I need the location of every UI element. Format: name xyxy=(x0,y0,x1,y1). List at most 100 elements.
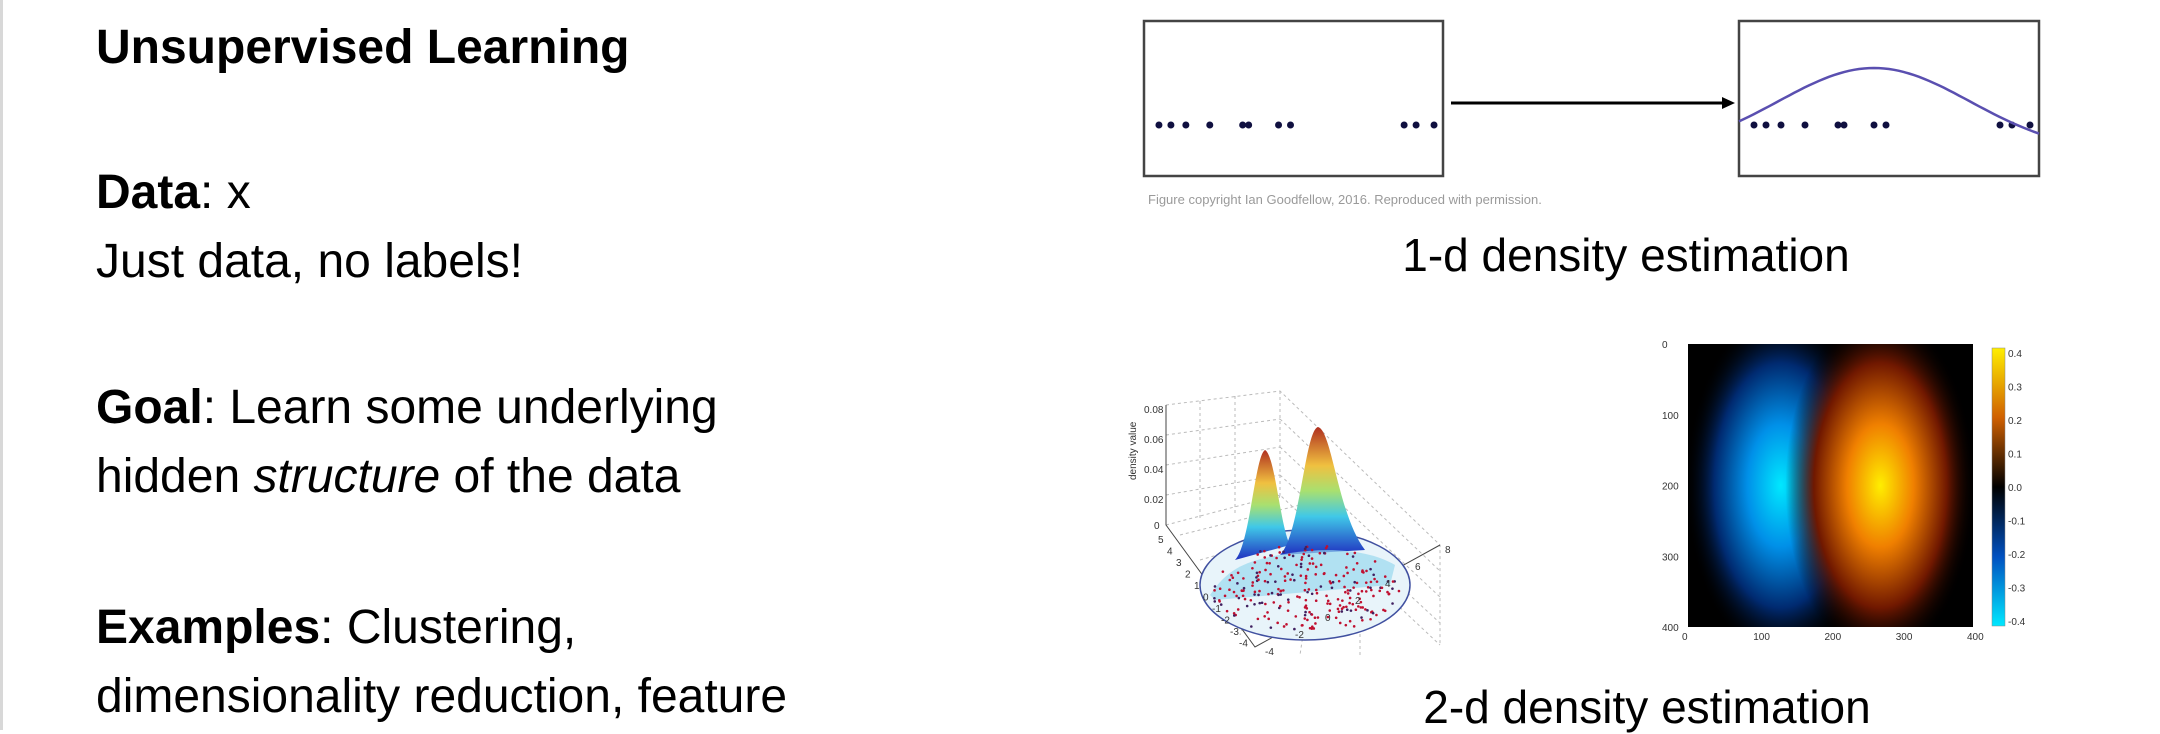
sample-point xyxy=(1391,602,1394,605)
sample-point xyxy=(1253,561,1257,564)
sample-point xyxy=(1353,580,1357,584)
sample-point xyxy=(1270,591,1274,595)
caption-2d: 2-d density estimation xyxy=(1423,681,1871,733)
sample-point xyxy=(1380,586,1384,590)
sample-point xyxy=(1279,589,1282,593)
sample-point xyxy=(1283,579,1287,583)
sample-point xyxy=(1318,551,1322,555)
y-tick: 3 xyxy=(1176,558,1182,569)
sample-point xyxy=(1255,571,1259,575)
sample-point xyxy=(1264,602,1267,606)
data-point xyxy=(1155,121,1163,129)
sample-point xyxy=(1323,572,1326,575)
sample-point xyxy=(1345,608,1349,612)
sample-point xyxy=(1360,616,1363,619)
sample-point xyxy=(1299,574,1303,577)
sample-point xyxy=(1304,598,1308,602)
data-label: Data xyxy=(96,166,201,219)
colorbar-tick: 0.2 xyxy=(2008,416,2022,427)
sample-point xyxy=(1253,603,1256,606)
sample-point xyxy=(1371,611,1375,615)
sample-point xyxy=(1231,576,1235,580)
sample-point xyxy=(1329,581,1333,585)
sample-point xyxy=(1300,624,1304,627)
y-tick: 200 xyxy=(1662,482,1679,493)
sample-point xyxy=(1251,584,1254,587)
sample-point xyxy=(1336,597,1340,601)
data-note: Just data, no labels! xyxy=(96,235,523,288)
y-tick: -2 xyxy=(1221,616,1230,627)
y-tick: 0 xyxy=(1662,340,1668,351)
sample-point xyxy=(1269,572,1272,576)
data-point xyxy=(1430,121,1438,129)
sample-point xyxy=(1242,586,1246,590)
sample-point xyxy=(1306,568,1310,571)
sample-point xyxy=(1310,613,1314,616)
sample-point xyxy=(1293,578,1296,582)
colorbar-tick: 0.4 xyxy=(2008,349,2022,360)
sample-point xyxy=(1232,611,1236,615)
z-tick: 0.02 xyxy=(1144,495,1164,506)
sample-point xyxy=(1283,575,1287,578)
x-tick: -2 xyxy=(1295,630,1304,641)
sample-point xyxy=(1348,601,1351,605)
sample-point xyxy=(1213,596,1216,600)
sample-point xyxy=(1251,581,1255,584)
data-point xyxy=(1870,121,1878,129)
sample-point xyxy=(1275,556,1278,560)
data-point xyxy=(1996,121,2004,129)
data-point xyxy=(1882,121,1890,129)
sample-point xyxy=(1331,580,1335,584)
sample-point xyxy=(1277,545,1281,549)
sample-point xyxy=(1312,627,1316,630)
sample-point xyxy=(1366,585,1370,589)
goal-text-2c: of the data xyxy=(440,450,681,503)
sample-point xyxy=(1303,606,1307,609)
sample-point xyxy=(1336,607,1340,611)
sample-point xyxy=(1258,601,1262,605)
examples-line-2: dimensionality reduction, feature xyxy=(96,670,788,723)
x-tick: 100 xyxy=(1753,632,1770,643)
sample-point xyxy=(1386,580,1390,583)
sample-point xyxy=(1250,625,1253,628)
sample-point xyxy=(1235,594,1238,598)
sample-point xyxy=(1265,561,1269,565)
data-point xyxy=(1801,121,1809,129)
sample-point xyxy=(1299,565,1303,569)
sample-point xyxy=(1314,599,1318,603)
sample-point xyxy=(1355,581,1359,585)
ridge xyxy=(1210,550,1395,600)
sample-point xyxy=(1268,561,1271,565)
sample-point xyxy=(1313,616,1317,620)
sample-point xyxy=(1341,599,1344,602)
sample-point xyxy=(1277,587,1280,591)
sample-point xyxy=(1282,625,1286,628)
y-tick: -1 xyxy=(1212,604,1221,615)
data-point xyxy=(1412,121,1420,129)
sample-point xyxy=(1223,594,1227,598)
surface-3d-plot: 0.08 0.06 0.04 0.02 0 density value 5432… xyxy=(1128,390,1451,658)
sample-point xyxy=(1340,610,1344,613)
sample-point xyxy=(1370,588,1373,592)
sample-point xyxy=(1354,608,1358,611)
heatmap-plot: 0 100 200 300 40001002003004000.40.30.20.10.… xyxy=(1662,340,2026,643)
peak-right xyxy=(1280,427,1365,555)
x-tick: 0 xyxy=(1682,632,1688,643)
sample-point xyxy=(1345,605,1348,609)
x-tick: 8 xyxy=(1445,545,1451,556)
sample-point xyxy=(1255,576,1258,579)
data-point xyxy=(1840,121,1848,129)
sample-point xyxy=(1372,573,1375,577)
sample-point xyxy=(1369,617,1372,621)
sample-point xyxy=(1343,585,1346,589)
sample-point xyxy=(1258,570,1261,574)
sample-point xyxy=(1316,616,1320,619)
sample-point xyxy=(1348,596,1352,600)
sample-point xyxy=(1344,590,1347,594)
sample-point xyxy=(1308,610,1311,614)
peak-left xyxy=(1235,450,1290,560)
sample-point xyxy=(1287,601,1290,604)
y-tick: -3 xyxy=(1230,627,1239,638)
sample-point xyxy=(1337,579,1341,583)
sample-point xyxy=(1361,569,1364,572)
